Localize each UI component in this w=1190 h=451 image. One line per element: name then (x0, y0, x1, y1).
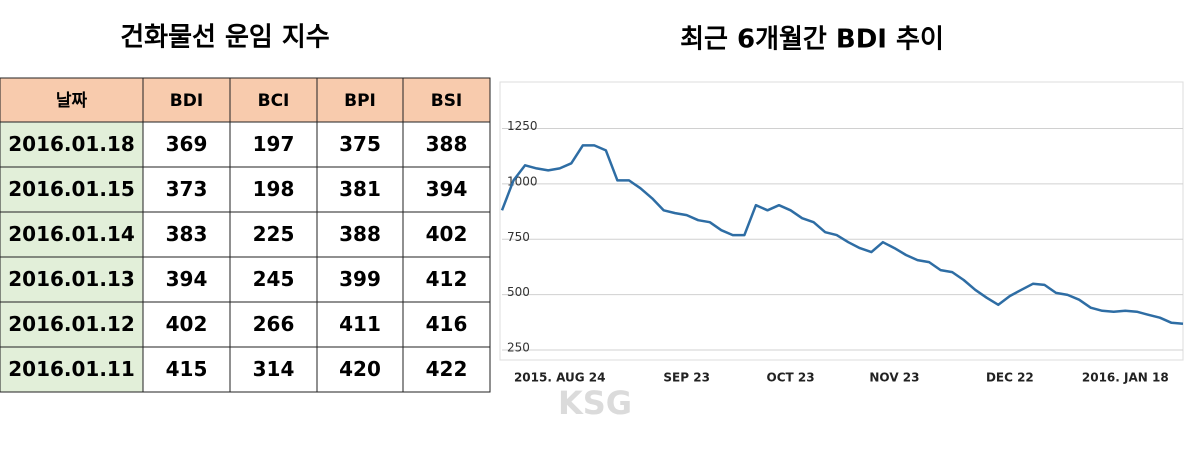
x-tick-label: 2015. AUG 24 (514, 371, 606, 385)
data-line (500, 144, 1184, 325)
table-cell (402, 166, 491, 213)
header-text: BCI (258, 91, 290, 111)
table-cell (402, 211, 491, 258)
cell-text: 388 (426, 132, 468, 156)
table-cell (229, 256, 318, 303)
table-cell (229, 346, 318, 393)
table-cell (0, 256, 144, 303)
cell-text: 416 (426, 312, 468, 336)
header-text: 날짜 (56, 91, 88, 111)
table-cell (316, 166, 404, 213)
header-text: BSI (431, 91, 463, 111)
y-tick-label: 750 (507, 230, 530, 244)
chart-title: 최근 6개월간 BDI 추이 (680, 25, 944, 55)
cell-text: 2016.01.15 (8, 177, 135, 201)
x-tick-label: SEP 23 (663, 371, 710, 385)
cell-text: 2016.01.14 (8, 222, 135, 246)
table-cell (142, 301, 231, 348)
cell-text: 369 (166, 132, 208, 156)
y-tick-label: 250 (507, 341, 530, 355)
table-cell (316, 211, 404, 258)
table-cell (0, 211, 144, 258)
table-cell (402, 121, 491, 168)
header-text: BDI (170, 91, 203, 111)
header-cell (0, 77, 144, 123)
table-cell (142, 346, 231, 393)
table-cell (316, 346, 404, 393)
table-cell (402, 346, 491, 393)
cell-text: 2016.01.12 (8, 312, 135, 336)
cell-text: 225 (253, 222, 295, 246)
table-title: 건화물선 운임 지수 (120, 23, 329, 53)
cell-text: 266 (253, 312, 295, 336)
cell-text: 381 (339, 177, 381, 201)
header-cell (402, 77, 491, 123)
cell-text: 394 (426, 177, 468, 201)
watermark: KSG (558, 384, 632, 422)
cell-text: 411 (339, 312, 381, 336)
cell-text: 245 (253, 267, 295, 291)
table-cell (229, 121, 318, 168)
table-cell (229, 166, 318, 213)
cell-text: 412 (426, 267, 468, 291)
plot-frame (499, 81, 1184, 361)
cell-text: 415 (166, 357, 208, 381)
cell-text: 373 (166, 177, 208, 201)
header-text: BPI (344, 91, 376, 111)
table-cell (316, 121, 404, 168)
cell-text: 402 (426, 222, 468, 246)
cell-text: 383 (166, 222, 208, 246)
cell-text: 314 (253, 357, 295, 381)
cell-text: 399 (339, 267, 381, 291)
table-cell (402, 256, 491, 303)
cell-text: 420 (339, 357, 381, 381)
y-tick-label: 1250 (507, 119, 538, 133)
cell-text: 388 (339, 222, 381, 246)
table-cell (0, 301, 144, 348)
x-tick-label: OCT 23 (767, 371, 815, 385)
table-cell (0, 346, 144, 393)
cell-text: 2016.01.18 (8, 132, 135, 156)
x-tick-label: NOV 23 (869, 371, 919, 385)
table-cell (402, 301, 491, 348)
cell-text: 198 (253, 177, 295, 201)
table-cell (142, 166, 231, 213)
table-cell (229, 211, 318, 258)
header-cell (142, 77, 231, 123)
x-tick-label: 2016. JAN 18 (1082, 371, 1169, 385)
x-tick-label: DEC 22 (986, 371, 1034, 385)
header-cell (316, 77, 404, 123)
cell-text: 2016.01.13 (8, 267, 135, 291)
table-cell (142, 211, 231, 258)
cell-text: 2016.01.11 (8, 357, 135, 381)
cell-text: 402 (166, 312, 208, 336)
cell-text: 394 (166, 267, 208, 291)
y-tick-label: 500 (507, 285, 530, 299)
cell-text: 197 (253, 132, 295, 156)
cell-text: 375 (339, 132, 381, 156)
cell-text: 422 (426, 357, 468, 381)
